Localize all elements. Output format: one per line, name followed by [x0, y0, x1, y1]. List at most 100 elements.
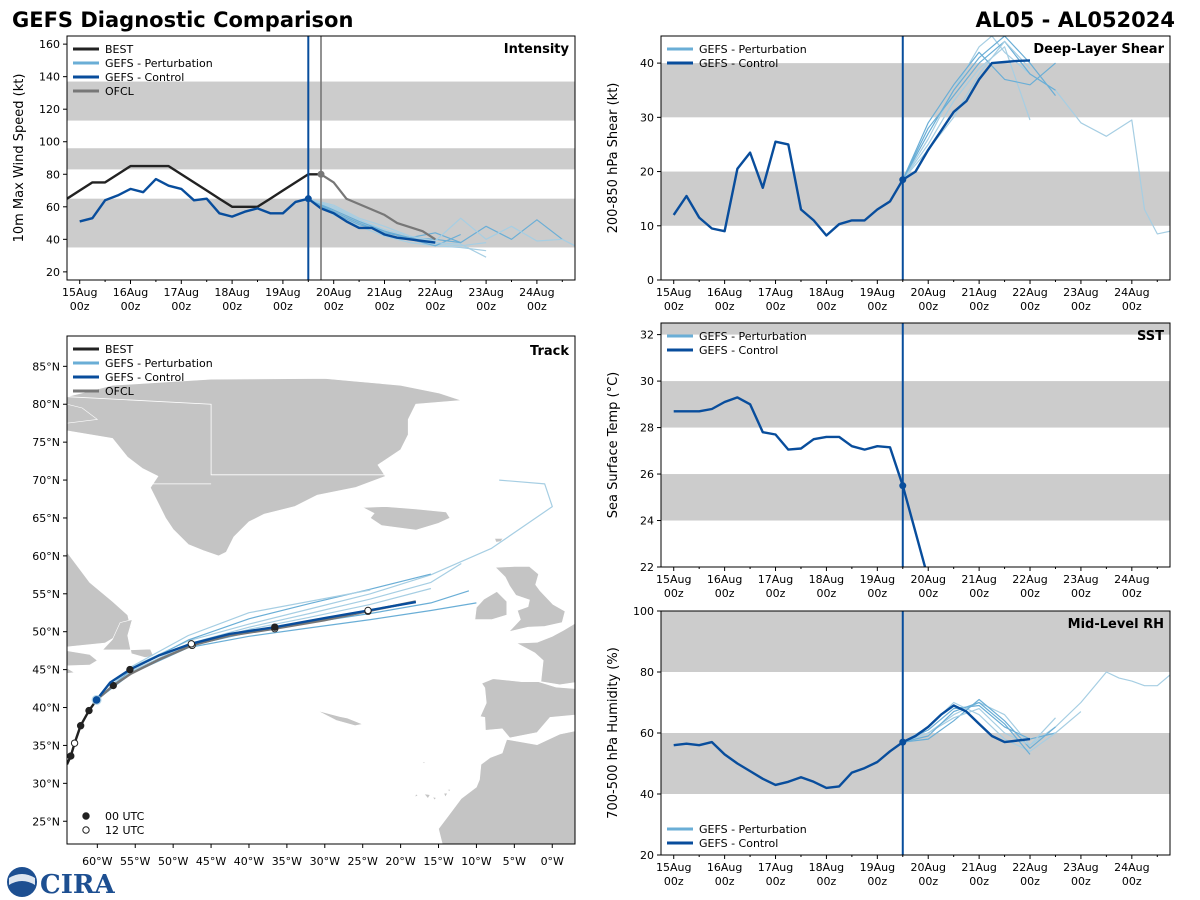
sst-ylabel: Sea Surface Temp (°C) [606, 372, 621, 519]
track-xtick-label: 45°W [196, 855, 226, 868]
shear-ylabel: 200-850 hPa Shear (kt) [606, 83, 621, 234]
sst-ytick-label: 30 [640, 375, 654, 388]
track-legend-label: OFCL [105, 385, 135, 398]
shear-xtick-label: 00z [918, 300, 938, 313]
shear-perturbation-member-1 [902, 40, 1056, 180]
rh-xtick-label: 23Aug [1063, 861, 1098, 874]
cira-logo: CIRA [7, 867, 115, 900]
shear-ytick-label: 0 [647, 274, 654, 287]
intensity-ytick-label: 60 [46, 201, 60, 214]
intensity-panel: 2040608010012014016015Aug00z16Aug00z17Au… [12, 35, 576, 313]
storm-id-title: AL05 - AL052024 [976, 8, 1176, 32]
track-xtick-label: 15°W [423, 855, 453, 868]
shear-legend-label: GEFS - Perturbation [699, 43, 807, 56]
intensity-xtick-label: 20Aug [316, 286, 351, 299]
sst-xtick-label: 17Aug [758, 573, 793, 586]
intensity-legend-label: BEST [105, 43, 133, 56]
track-series-gefs-control [95, 600, 417, 701]
sst-init-marker [899, 482, 907, 490]
shear-perturbation-member-5 [902, 36, 1056, 180]
rh-xtick-label: 00z [715, 875, 735, 888]
intensity-xtick-label: 17Aug [164, 286, 199, 299]
track-ytick-label: 50°N [32, 626, 60, 639]
track-legend-label: GEFS - Control [105, 371, 184, 384]
sst-xtick-label: 00z [817, 587, 837, 600]
track-marker-legend-symbol [82, 826, 90, 834]
track-xtick-label: 55°W [120, 855, 150, 868]
shear-perturbation-member-2 [902, 46, 1031, 181]
track-ytick-label: 40°N [32, 702, 60, 715]
rh-perturbation-member-5 [902, 701, 1031, 755]
intensity-ofcl-marker [317, 170, 325, 178]
intensity-xtick-label: 23Aug [468, 286, 503, 299]
intensity-ytick-label: 80 [46, 168, 60, 181]
rh-panel: 2040608010015Aug00z16Aug00z17Aug00z18Aug… [606, 605, 1171, 888]
sst-title: SST [1137, 329, 1164, 344]
sst-series-gefs-control [673, 396, 927, 567]
track-marker-00utc [109, 681, 117, 690]
track-perturbation-member-5 [96, 602, 477, 701]
shear-xtick-label: 00z [1020, 300, 1040, 313]
intensity-xtick-label: 00z [171, 300, 191, 313]
intensity-series-ofcl [320, 173, 436, 241]
intensity-ylabel: 10m Max Wind Speed (kt) [12, 74, 27, 243]
shear-ytick-label: 10 [640, 220, 654, 233]
rh-xtick-label: 22Aug [1012, 861, 1047, 874]
sst-band-0 [661, 474, 1170, 521]
shear-init-marker [899, 176, 907, 184]
track-marker-00utc [67, 752, 75, 760]
greenland-region-border [67, 396, 401, 476]
shear-ytick-label: 30 [640, 111, 654, 124]
intensity-perturbation-member-4 [308, 198, 575, 247]
intensity-ytick-label: 140 [39, 71, 60, 84]
intensity-frame [66, 35, 576, 281]
track-xtick-label: 5°W [503, 855, 526, 868]
intensity-ytick-label: 20 [46, 266, 60, 279]
shear-xtick-label: 16Aug [707, 286, 742, 299]
sst-ytick-label: 22 [640, 561, 654, 574]
track-ytick-label: 60°N [32, 550, 60, 563]
shear-xtick-label: 00z [715, 300, 735, 313]
noaa-logo-icon [7, 867, 37, 897]
rh-ytick-label: 20 [640, 849, 654, 862]
rh-plot-area [661, 611, 1170, 794]
intensity-xtick-label: 00z [121, 300, 141, 313]
track-plot-area [67, 378, 575, 844]
iberia-land [479, 678, 575, 739]
ireland-land [474, 591, 508, 620]
sst-xtick-label: 21Aug [961, 573, 996, 586]
sst-xtick-label: 23Aug [1063, 573, 1098, 586]
track-ytick-label: 70°N [32, 474, 60, 487]
sst-xtick-label: 00z [918, 587, 938, 600]
intensity-xtick-label: 15Aug [62, 286, 97, 299]
intensity-xtick-label: 24Aug [519, 286, 554, 299]
track-ytick-label: 55°N [32, 588, 60, 601]
shear-xtick-label: 00z [969, 300, 989, 313]
maritimes-land [67, 650, 98, 667]
ellesmere-land [67, 403, 99, 424]
track-legend-label: GEFS - Perturbation [105, 357, 213, 370]
britain-land [494, 566, 566, 633]
rh-legend-label: GEFS - Perturbation [699, 823, 807, 836]
sst-xtick-label: 00z [715, 587, 735, 600]
canary-land-2 [423, 793, 431, 800]
figure-title: GEFS Diagnostic Comparison [12, 8, 353, 32]
sst-xtick-label: 20Aug [910, 573, 945, 586]
rh-perturbation-member-4 [902, 707, 1056, 746]
track-perturbation-member-2 [96, 587, 432, 701]
track-ytick-label: 85°N [32, 360, 60, 373]
intensity-xtick-label: 16Aug [113, 286, 148, 299]
track-marker-legend-label: 00 UTC [105, 810, 145, 823]
rh-ytick-label: 60 [640, 727, 654, 740]
shear-plot-area [661, 36, 1170, 237]
rh-legend-label: GEFS - Control [699, 837, 778, 850]
intensity-xtick-label: 19Aug [265, 286, 300, 299]
track-marker-00utc [271, 623, 279, 631]
intensity-xtick-label: 22Aug [418, 286, 453, 299]
track-xtick-label: 60°W [82, 855, 112, 868]
track-marker-00utc [126, 665, 134, 674]
rh-ytick-label: 40 [640, 788, 654, 801]
shear-ytick-label: 20 [640, 166, 654, 179]
track-panel: 25°N 30°N 35°N 40°N 45°N 50°N 55°N 60°N 65°N 70°N… [32, 335, 576, 868]
